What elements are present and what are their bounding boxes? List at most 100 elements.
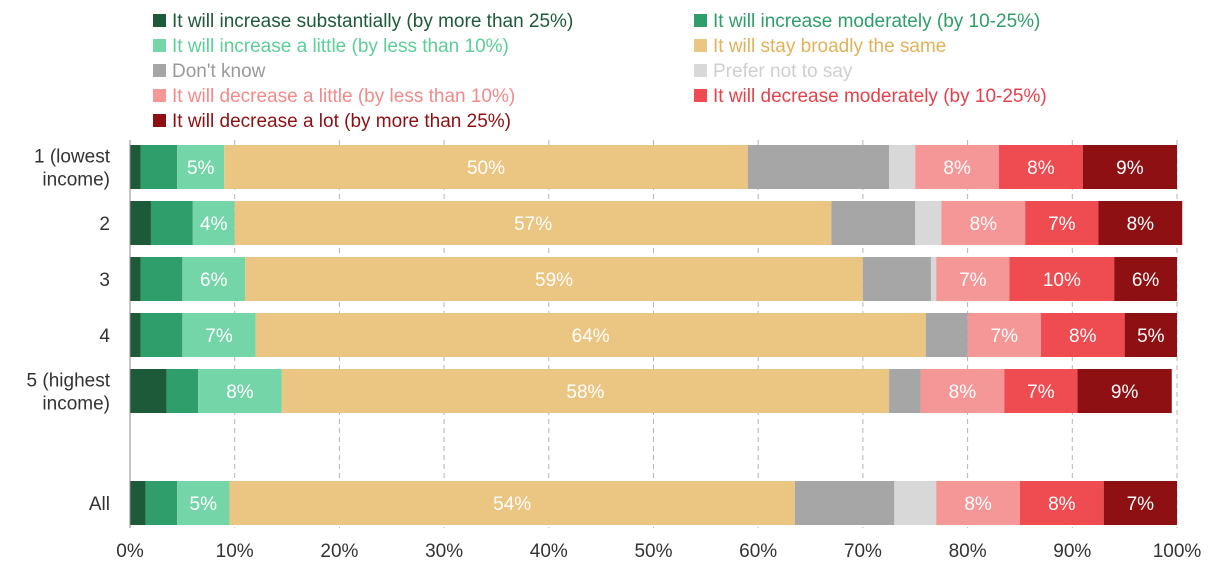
data-label: 7% (991, 326, 1019, 347)
bar-segment (1040, 313, 1125, 357)
bar-segment (889, 145, 916, 189)
bar-row: 5% 50% 8% 8% 9% (130, 145, 1177, 189)
legend: It will increase substantially (by more … (153, 11, 1047, 132)
x-tick-label: 80% (949, 541, 987, 562)
bar-segment (1124, 313, 1177, 357)
data-label: 8% (1069, 326, 1097, 347)
data-label: 8% (1048, 494, 1076, 515)
bar-segment (229, 481, 795, 525)
legend-label: Prefer not to say (713, 61, 853, 82)
bar-row: 4% 57% 8% 7% 8% (130, 201, 1183, 245)
bar-row: 5% 54% 8% 8% 7% (130, 481, 1177, 525)
bar-segment (182, 257, 246, 301)
data-label: 8% (1127, 214, 1155, 235)
legend-label: It will decrease a little (by less than … (172, 86, 515, 107)
bar-row: 7% 64% 7% 8% 5% (130, 313, 1177, 357)
category-label: All (89, 494, 110, 515)
bar-segment (1103, 481, 1177, 525)
category-label: 1 (lowest income) (34, 147, 111, 191)
bar-segment (1114, 257, 1177, 301)
bar-segment (794, 481, 895, 525)
legend-swatch (694, 39, 707, 52)
legend-item: Don't know (153, 61, 266, 82)
bar-segment (234, 201, 832, 245)
x-tick-label: 100% (1153, 541, 1202, 562)
x-tick-label: 10% (216, 541, 254, 562)
bar-segment (182, 313, 256, 357)
data-label: 7% (1048, 214, 1076, 235)
bar-segment (925, 313, 968, 357)
bar-segment (862, 257, 931, 301)
legend-item: It will decrease a little (by less than … (153, 86, 515, 107)
data-label: 5% (1137, 326, 1165, 347)
x-tick-label: 40% (530, 541, 568, 562)
legend-item: Prefer not to say (694, 61, 853, 82)
data-label: 8% (970, 214, 998, 235)
legend-item: It will increase moderately (by 10-25%) (694, 11, 1040, 32)
bar-segment (177, 481, 230, 525)
x-tick-label: 20% (320, 541, 358, 562)
bar-segment (130, 313, 141, 357)
legend-label: It will increase moderately (by 10-25%) (713, 11, 1040, 32)
legend-item: It will increase substantially (by more … (153, 11, 573, 32)
legend-label: It will decrease a lot (by more than 25%… (172, 111, 511, 132)
bar-segment (140, 257, 183, 301)
x-tick-label: 90% (1053, 541, 1091, 562)
legend-label: It will increase substantially (by more … (172, 11, 573, 32)
bar-segment (930, 257, 937, 301)
data-label: 59% (535, 270, 573, 291)
bar-segment (245, 257, 863, 301)
bar-segment (224, 145, 748, 189)
category-label: 5 (highest income) (27, 371, 111, 415)
data-label: 8% (949, 382, 977, 403)
legend-swatch (694, 89, 707, 102)
category-label: 2 (99, 214, 110, 235)
category-label: 4 (99, 326, 110, 347)
legend-item: It will decrease moderately (by 10-25%) (694, 86, 1047, 107)
category-labels: 1 (lowest income) 2 3 4 5 (highest income) All (27, 147, 111, 516)
data-label: 8% (226, 382, 254, 403)
data-label: 7% (1127, 494, 1155, 515)
data-label: 7% (1027, 382, 1055, 403)
bar-segment (1025, 201, 1099, 245)
legend-label: Don't know (172, 61, 266, 82)
legend-label: It will increase a little (by less than … (172, 36, 509, 57)
data-label: 4% (200, 214, 228, 235)
legend-swatch (694, 14, 707, 27)
bar-segment (130, 145, 141, 189)
data-label: 5% (190, 494, 218, 515)
bar-segment (145, 481, 178, 525)
data-label: 6% (200, 270, 228, 291)
bar-segment (1082, 145, 1177, 189)
x-tick-label: 0% (116, 541, 144, 562)
data-label: 8% (943, 158, 971, 179)
bar-segment (915, 201, 942, 245)
bar-segment (915, 145, 1000, 189)
bar-segment (936, 257, 1010, 301)
bar-segment (130, 201, 151, 245)
data-label: 8% (964, 494, 992, 515)
legend-item: It will increase a little (by less than … (153, 36, 509, 57)
bar-segment (130, 369, 167, 413)
bar-segment (1009, 257, 1115, 301)
bar-segment (1077, 369, 1172, 413)
bar-segment (281, 369, 890, 413)
bar-segment (1019, 481, 1104, 525)
category-label: 3 (99, 270, 110, 291)
legend-swatch (153, 114, 166, 127)
x-tick-label: 70% (844, 541, 882, 562)
legend-swatch (153, 14, 166, 27)
data-label: 54% (493, 494, 531, 515)
bar-segment (894, 481, 937, 525)
legend-swatch (153, 64, 166, 77)
bar-segment (941, 201, 1026, 245)
bar-segment (831, 201, 916, 245)
legend-item: It will stay broadly the same (694, 36, 946, 57)
bar-segment (255, 313, 926, 357)
data-label: 8% (1027, 158, 1055, 179)
bar-segment (920, 369, 1005, 413)
x-tick-label: 60% (739, 541, 777, 562)
data-label: 57% (514, 214, 552, 235)
bar-segment (166, 369, 199, 413)
legend-swatch (694, 64, 707, 77)
